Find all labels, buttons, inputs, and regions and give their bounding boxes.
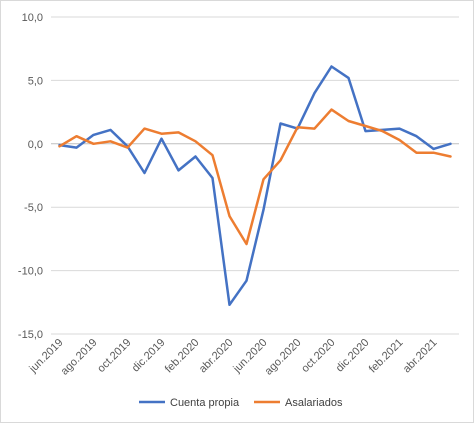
legend: Cuenta propia Asalariados — [139, 397, 343, 409]
y-tick-label: 0,0 — [28, 139, 43, 151]
x-tick-label: abr.2020 — [197, 337, 236, 376]
y-tick-label: 5,0 — [28, 75, 43, 87]
legend-label: Asalariados — [285, 397, 343, 409]
series-line-cuenta-propia — [58, 65, 452, 307]
gridlines — [51, 16, 459, 335]
x-tick-label: ago.2020 — [263, 337, 304, 378]
x-tick-label: ago.2019 — [59, 337, 100, 378]
x-tick-label: feb.2021 — [367, 337, 406, 376]
x-tick-label: abr.2021 — [401, 337, 440, 376]
y-axis-tick-labels: 10,0 5,0 0,0 -5,0 -10,0 -15,0 — [18, 12, 43, 341]
legend-label: Cuenta propia — [170, 397, 240, 409]
y-tick-label: 10,0 — [22, 12, 43, 24]
series-lines — [58, 65, 452, 307]
x-tick-label: feb.2020 — [163, 337, 202, 376]
x-axis-tick-labels: jun.2019ago.2019oct.2019dic.2019feb.2020… — [27, 337, 440, 378]
x-tick-label: oct.2019 — [95, 337, 133, 375]
y-tick-label: -10,0 — [18, 266, 43, 278]
y-tick-label: -15,0 — [18, 329, 43, 341]
y-tick-label: -5,0 — [24, 202, 43, 214]
x-tick-label: oct.2020 — [299, 337, 337, 375]
series-line-asalariados — [58, 108, 452, 246]
x-tick-label: dic.2019 — [130, 337, 168, 375]
x-tick-label: dic.2020 — [334, 337, 372, 375]
